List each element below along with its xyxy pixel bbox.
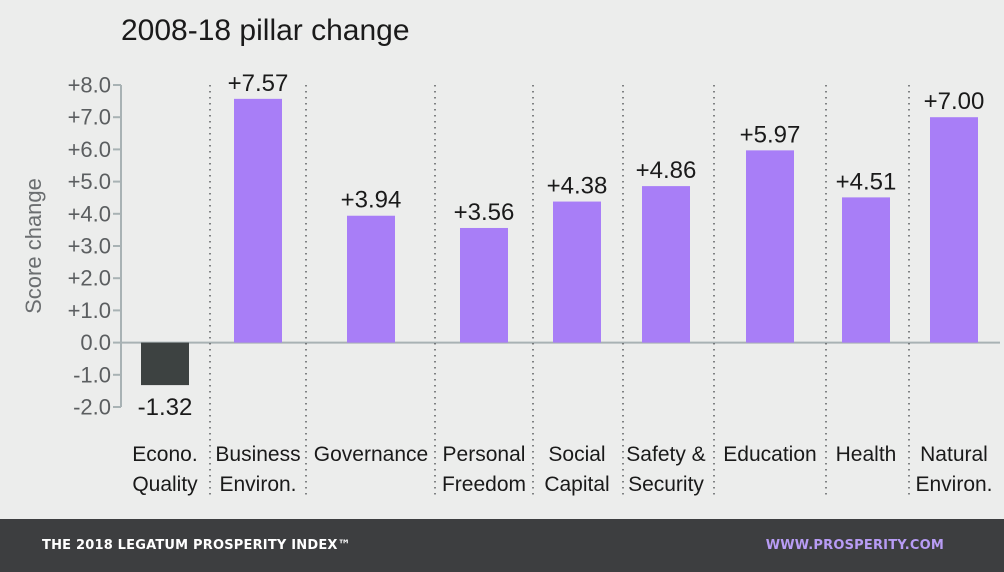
y-tick-label: +3.0 xyxy=(68,234,111,259)
data-label: +3.56 xyxy=(454,199,515,226)
data-label-layer: -1.32 +7.57 +3.94 +3.56 +4.38 +4.86 +5.97 +4.51… xyxy=(138,70,985,421)
data-label: +4.86 xyxy=(636,157,697,184)
category-label: Education xyxy=(723,443,816,466)
category-label: Capital xyxy=(544,473,609,496)
category-label-layer: Econo. Quality Business Environ. Governance P… xyxy=(132,443,992,496)
bar xyxy=(930,117,978,343)
data-label: +7.57 xyxy=(228,70,289,97)
y-tick-label: +4.0 xyxy=(68,201,111,226)
data-label: +4.51 xyxy=(836,168,897,195)
bar-layer xyxy=(141,98,978,386)
data-label: -1.32 xyxy=(138,394,193,421)
bar xyxy=(842,197,890,343)
footer-index-title: THE 2018 LEGATUM PROSPERITY INDEX™ xyxy=(42,538,351,553)
data-label: +3.94 xyxy=(341,187,402,214)
data-label: +4.38 xyxy=(547,173,608,200)
category-label: Business xyxy=(215,443,300,466)
category-label: Health xyxy=(836,443,897,466)
category-label: Environ. xyxy=(219,473,296,496)
y-tick-label: -2.0 xyxy=(73,395,111,420)
bar xyxy=(553,201,601,343)
y-tick-label: +1.0 xyxy=(68,298,111,323)
bar xyxy=(460,227,508,343)
category-separators xyxy=(209,85,910,497)
data-label: +7.00 xyxy=(924,88,985,115)
category-label: Environ. xyxy=(915,473,992,496)
y-tick-label: -1.0 xyxy=(73,362,111,387)
pillar-change-chart: 2008-18 pillar change Score change -2.0 -… xyxy=(21,14,1000,497)
y-tick-label: +2.0 xyxy=(68,266,111,291)
bar xyxy=(642,186,690,343)
y-tick-label: 0.0 xyxy=(80,330,111,355)
chart-title: 2008-18 pillar change xyxy=(121,14,410,47)
category-label: Econo. xyxy=(132,443,197,466)
data-label: +5.97 xyxy=(740,121,801,148)
footer-website-link[interactable]: WWW.PROSPERITY.COM xyxy=(765,538,944,553)
y-axis-label: Score change xyxy=(21,178,46,314)
y-tick-label: +7.0 xyxy=(68,105,111,130)
category-label: Social xyxy=(548,443,605,466)
bar xyxy=(141,342,189,386)
category-label: Quality xyxy=(132,473,198,496)
category-label: Natural xyxy=(920,443,988,466)
y-tick-label: +8.0 xyxy=(68,73,111,98)
bar xyxy=(746,150,794,343)
category-label: Security xyxy=(628,473,704,496)
category-label: Governance xyxy=(314,443,428,466)
category-label: Safety & xyxy=(626,443,705,466)
bar xyxy=(347,215,395,343)
y-tick-label: +5.0 xyxy=(68,169,111,194)
bar xyxy=(234,98,282,343)
category-label: Freedom xyxy=(442,473,526,496)
y-tick-label: +6.0 xyxy=(68,137,111,162)
category-label: Personal xyxy=(443,443,526,466)
footer-bar: THE 2018 LEGATUM PROSPERITY INDEX™ WWW.P… xyxy=(0,519,1004,572)
